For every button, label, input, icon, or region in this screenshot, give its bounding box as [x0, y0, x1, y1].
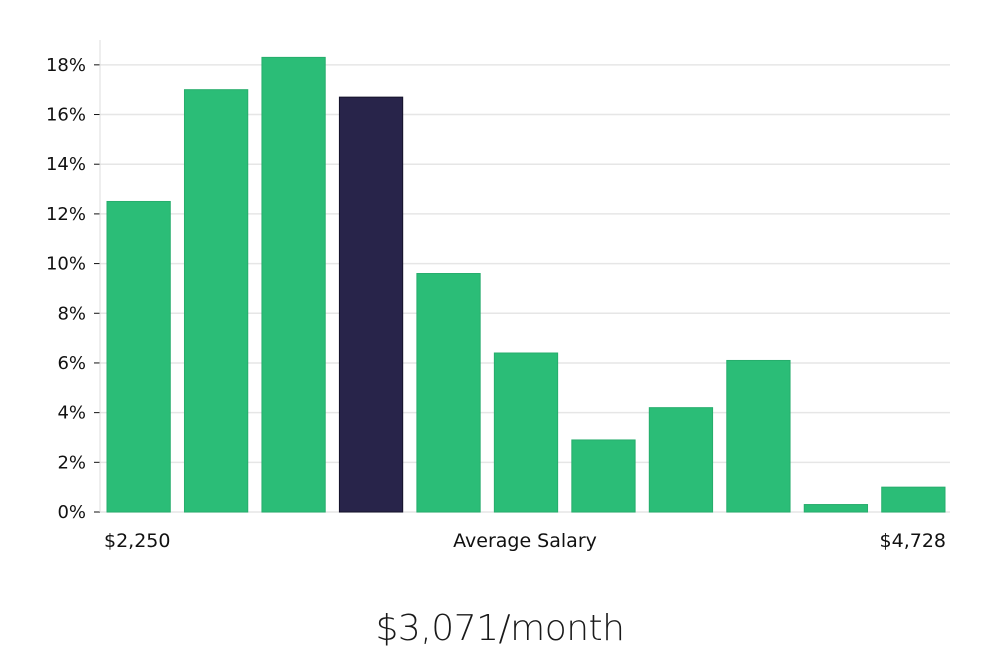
- y-tick-label: 18%: [46, 55, 86, 76]
- y-tick-label: 6%: [57, 353, 86, 374]
- bar: [726, 359, 791, 513]
- y-tick-label: 12%: [46, 204, 86, 225]
- x-axis-title: Average Salary: [453, 530, 597, 552]
- y-tick-label: 8%: [57, 303, 86, 324]
- bars: [106, 56, 946, 513]
- bar: [803, 504, 869, 513]
- salary-histogram: 0% 2% 4% 6% 8% 10% 12% 14% 16% 18% $2,250 Average…: [46, 40, 950, 552]
- y-tick-label: 2%: [57, 452, 86, 473]
- bar: [648, 407, 714, 513]
- bar: [183, 89, 249, 513]
- y-tick-label: 0%: [57, 502, 86, 523]
- chart-svg: 0% 2% 4% 6% 8% 10% 12% 14% 16% 18% $2,250 Average…: [46, 40, 950, 552]
- bar: [571, 439, 636, 513]
- y-tick-label: 10%: [46, 254, 86, 275]
- bar: [493, 352, 559, 513]
- bar: [261, 56, 326, 513]
- bar: [416, 273, 481, 513]
- y-axis-ticks: 0% 2% 4% 6% 8% 10% 12% 14% 16% 18%: [46, 55, 100, 523]
- average-salary-value: $3,071/month: [375, 608, 625, 649]
- y-tick-label: 4%: [57, 403, 86, 424]
- x-max-label: $4,728: [880, 530, 946, 552]
- y-tick-label: 16%: [46, 105, 86, 126]
- bar: [881, 486, 946, 513]
- y-tick-label: 14%: [46, 154, 86, 175]
- x-min-label: $2,250: [104, 530, 170, 552]
- bar-highlighted: [338, 96, 404, 513]
- bar: [106, 200, 171, 513]
